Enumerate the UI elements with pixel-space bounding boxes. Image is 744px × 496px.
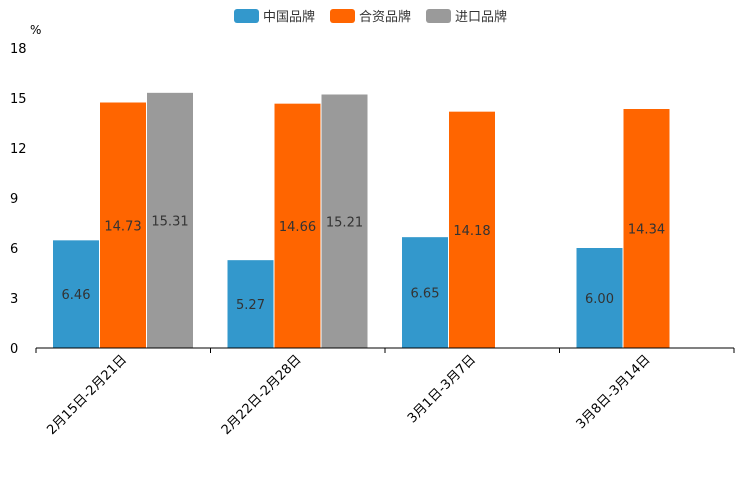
y-tick-label-0: 0 <box>10 342 18 357</box>
legend-swatch-1[interactable] <box>330 9 355 23</box>
bar-1-0[interactable] <box>100 102 146 349</box>
bar-0-2[interactable] <box>402 237 448 348</box>
legend: 中国品牌 合资品牌 进口品牌 <box>234 9 507 25</box>
data-label-0-3: 6.00 <box>585 292 614 307</box>
bar-2-1[interactable] <box>321 94 368 349</box>
bar-1-2[interactable] <box>449 111 495 349</box>
y-tick-label-6: 18 <box>10 42 27 57</box>
x-axis: 2月15日-2月21日 2月22日-2月28日 3月1日-3月7日 3月8日-3月14… <box>35 347 735 438</box>
bar-2-0[interactable] <box>147 92 193 348</box>
x-tick-label-2: 3月1日-3月7日 <box>405 352 479 426</box>
y-tick-label-3: 9 <box>10 192 18 207</box>
data-label-1-1: 14.66 <box>279 220 316 235</box>
legend-label-1: 合资品牌 <box>359 9 411 25</box>
bar-0-1[interactable] <box>227 260 274 348</box>
data-label-0-1: 5.27 <box>236 298 265 313</box>
y-tick-label-5: 15 <box>10 92 27 107</box>
bar-1-1[interactable] <box>274 103 321 349</box>
legend-label-0: 中国品牌 <box>263 9 315 25</box>
legend-label-2: 进口品牌 <box>455 9 507 25</box>
data-label-1-3: 14.34 <box>628 223 665 238</box>
legend-swatch-2[interactable] <box>426 9 451 23</box>
bar-0-0[interactable] <box>53 240 99 348</box>
bar-0-3[interactable] <box>576 248 623 348</box>
data-label-0-2: 6.65 <box>411 287 440 302</box>
data-label-1-2: 14.18 <box>453 224 490 239</box>
data-label-0-0: 6.46 <box>62 288 91 303</box>
bars: 6.46 14.73 15.31 5.27 14.66 15.21 6.65 14.18 6.0… <box>53 92 670 349</box>
y-axis-unit-label: % <box>30 23 41 37</box>
y-tick-label-4: 12 <box>10 142 27 157</box>
legend-swatch-0[interactable] <box>234 9 259 23</box>
y-tick-label-1: 3 <box>10 292 18 307</box>
x-tick-label-1: 2月22日-2月28日 <box>219 352 305 438</box>
data-label-2-0: 15.31 <box>151 214 188 229</box>
y-tick-label-2: 6 <box>10 242 18 257</box>
data-label-1-0: 14.73 <box>104 219 141 234</box>
x-tick-label-0: 2月15日-2月21日 <box>44 352 130 438</box>
y-axis: 0 3 6 9 12 15 18 <box>10 42 27 357</box>
bar-1-3[interactable] <box>623 109 670 348</box>
x-tick-label-3: 3月8日-3月14日 <box>574 352 654 432</box>
data-label-2-1: 15.21 <box>326 215 363 230</box>
